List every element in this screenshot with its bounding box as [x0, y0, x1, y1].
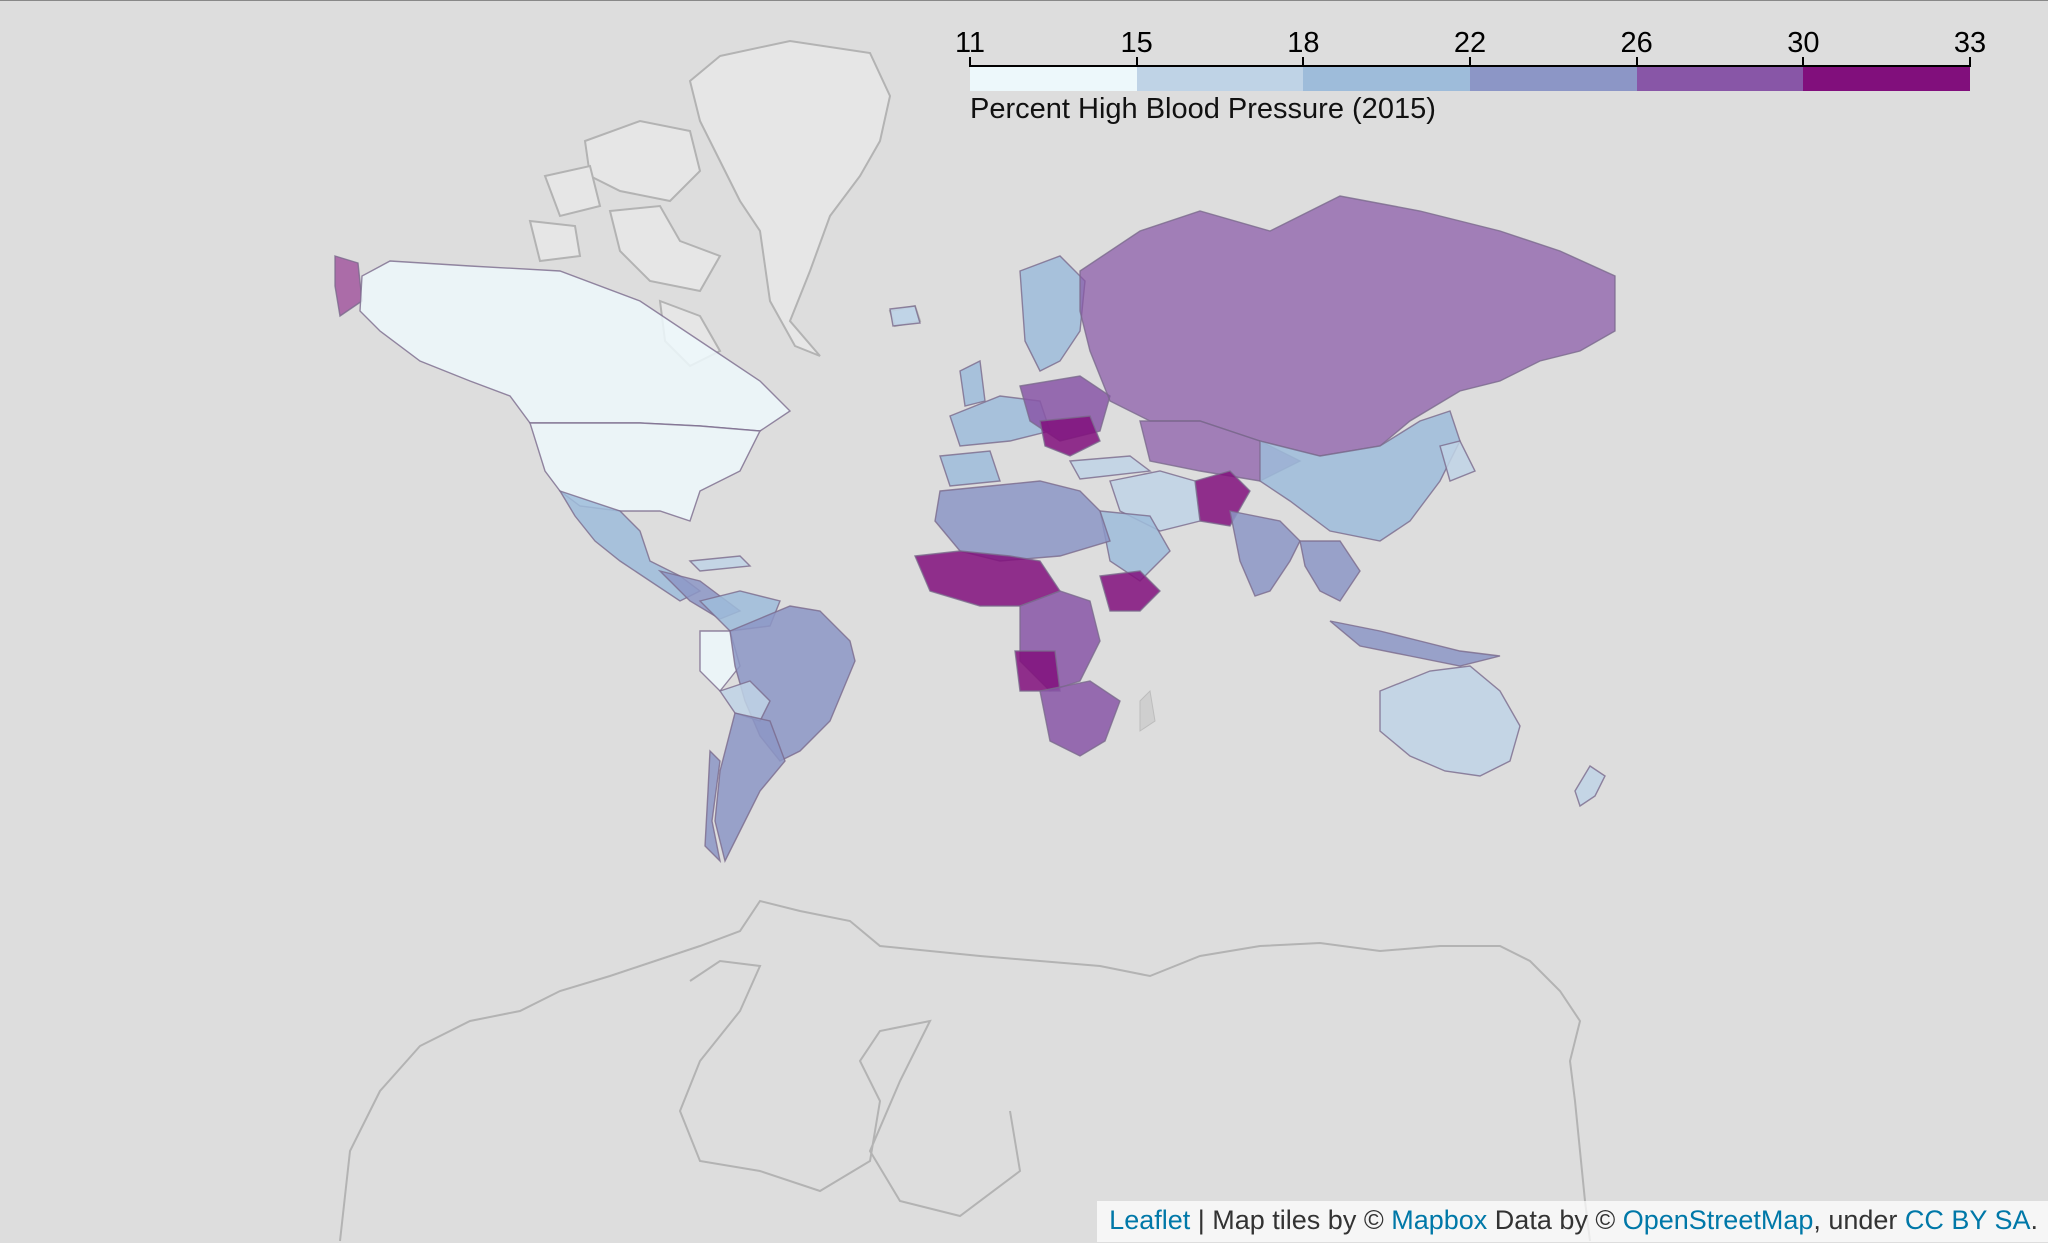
north-america — [335, 256, 790, 619]
legend-tick-mark — [1969, 57, 1971, 67]
legend-tick-label: 22 — [1454, 27, 1486, 60]
country-north-africa — [935, 481, 1110, 561]
legend-tick-mark — [1802, 57, 1804, 67]
south-america — [700, 591, 855, 861]
legend-tick-mark — [1636, 57, 1638, 67]
country-west-africa — [915, 551, 1060, 606]
legend-tick-label: 30 — [1787, 27, 1819, 60]
country-russia — [1080, 196, 1615, 456]
country-southern-africa — [1040, 681, 1120, 756]
antarctica-peninsula — [680, 961, 1020, 1216]
attribution-data-by: Data by © — [1487, 1205, 1622, 1235]
legend-tick-mark — [969, 57, 971, 67]
island-madagascar — [1140, 691, 1155, 731]
legend-tick-label: 11 — [955, 27, 985, 60]
legend-tick-mark — [1469, 57, 1471, 67]
legend-tick-label: 18 — [1287, 27, 1319, 60]
country-cuba — [690, 556, 750, 571]
country-scandinavia — [1020, 256, 1085, 371]
country-new-zealand — [1575, 766, 1605, 806]
country-alaska — [335, 256, 362, 316]
country-usa — [530, 423, 760, 521]
country-southeast-asia — [1300, 541, 1360, 601]
legend-tick-mark — [1136, 57, 1138, 67]
legend: 11 15 18 22 26 30 33 Percent High Blood Pressu… — [940, 27, 2000, 137]
country-india — [1230, 511, 1300, 596]
license-link[interactable]: CC BY SA — [1905, 1205, 2031, 1235]
openstreetmap-link[interactable]: OpenStreetMap — [1623, 1205, 1814, 1235]
legend-swatch — [1470, 67, 1637, 91]
legend-swatch — [970, 67, 1137, 91]
country-iceland — [890, 306, 920, 326]
country-congo — [1015, 651, 1060, 691]
legend-swatch — [1303, 67, 1470, 91]
country-balkans — [1040, 416, 1100, 456]
country-argentina — [715, 713, 785, 861]
leaflet-link[interactable]: Leaflet — [1109, 1205, 1190, 1235]
country-japan — [1440, 441, 1475, 481]
legend-tick-mark — [1302, 57, 1304, 67]
country-iberia — [940, 451, 1000, 486]
legend-swatch — [1137, 67, 1304, 91]
legend-swatch — [1803, 67, 1970, 91]
legend-tick-label: 26 — [1621, 27, 1653, 60]
legend-title: Percent High Blood Pressure (2015) — [970, 93, 1436, 126]
attribution: Leaflet | Map tiles by © Mapbox Data by … — [1097, 1201, 2048, 1242]
mapbox-link[interactable]: Mapbox — [1391, 1205, 1487, 1235]
country-uk — [960, 361, 985, 406]
country-canada — [360, 261, 790, 431]
oceania — [1380, 666, 1605, 806]
country-australia — [1380, 666, 1520, 776]
attribution-sep: | Map tiles by © — [1190, 1205, 1391, 1235]
legend-tick-label: 15 — [1121, 27, 1153, 60]
country-east-africa — [1100, 571, 1160, 611]
country-indonesia — [1330, 621, 1500, 666]
antarctica-outline — [340, 901, 1590, 1241]
attribution-end: . — [2030, 1205, 2038, 1235]
legend-swatch — [1637, 67, 1804, 91]
asia — [1080, 196, 1615, 666]
attribution-under: , under — [1813, 1205, 1905, 1235]
legend-tick-label: 33 — [1954, 27, 1986, 60]
